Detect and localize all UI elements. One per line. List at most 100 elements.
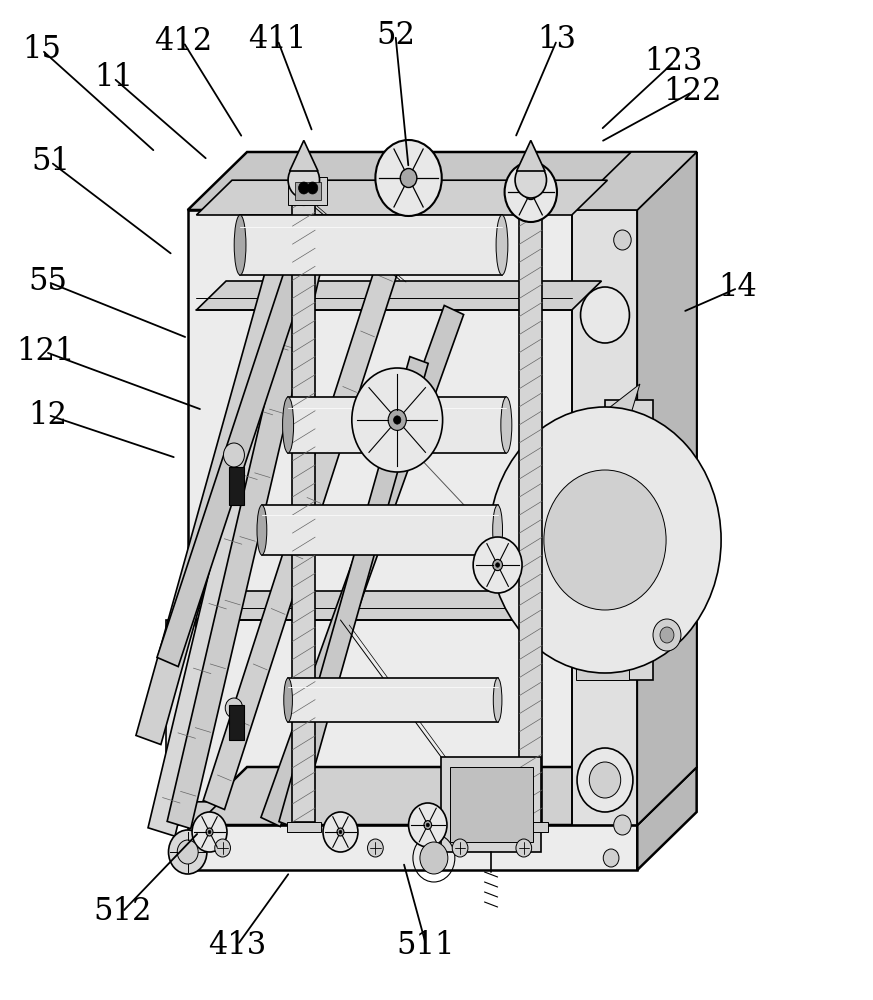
Polygon shape (637, 767, 697, 870)
Circle shape (603, 849, 619, 867)
Polygon shape (572, 210, 637, 825)
Bar (288, 177, 327, 205)
Circle shape (517, 174, 545, 206)
Circle shape (614, 815, 631, 835)
Polygon shape (572, 152, 697, 210)
Circle shape (496, 563, 499, 567)
Circle shape (581, 287, 629, 343)
Circle shape (337, 828, 344, 836)
Polygon shape (166, 620, 196, 825)
Circle shape (489, 407, 721, 673)
Polygon shape (288, 397, 506, 453)
Polygon shape (136, 187, 313, 745)
Ellipse shape (501, 397, 512, 453)
Polygon shape (203, 245, 403, 810)
Circle shape (168, 830, 207, 874)
Circle shape (492, 559, 503, 571)
Text: 121: 121 (16, 336, 75, 367)
Polygon shape (286, 822, 320, 832)
Polygon shape (261, 305, 464, 827)
Bar (229, 467, 244, 505)
Polygon shape (240, 215, 502, 275)
Text: 123: 123 (644, 46, 704, 78)
Ellipse shape (493, 678, 502, 722)
Circle shape (215, 839, 230, 857)
Circle shape (290, 174, 318, 206)
Circle shape (352, 368, 443, 472)
Circle shape (394, 416, 401, 424)
Circle shape (409, 803, 447, 847)
Circle shape (505, 162, 557, 222)
Circle shape (589, 762, 621, 798)
Bar (295, 182, 321, 200)
Polygon shape (290, 140, 318, 171)
Polygon shape (513, 822, 548, 832)
Circle shape (368, 839, 383, 857)
Polygon shape (196, 180, 608, 215)
Bar (450, 767, 533, 842)
Circle shape (339, 830, 342, 834)
Circle shape (473, 537, 522, 593)
Circle shape (208, 830, 211, 834)
Polygon shape (519, 190, 542, 822)
Circle shape (225, 698, 243, 718)
Text: 52: 52 (376, 19, 415, 50)
Bar (441, 757, 541, 852)
Circle shape (288, 162, 320, 198)
Circle shape (307, 182, 318, 194)
Circle shape (516, 839, 532, 857)
Circle shape (544, 470, 666, 610)
Polygon shape (188, 210, 637, 825)
Circle shape (388, 410, 406, 430)
Text: 122: 122 (663, 77, 722, 107)
Circle shape (420, 842, 448, 874)
Circle shape (577, 748, 633, 812)
Text: 55: 55 (29, 266, 67, 298)
Polygon shape (157, 265, 307, 667)
Polygon shape (262, 505, 498, 555)
Circle shape (177, 840, 198, 864)
Circle shape (323, 812, 358, 852)
Circle shape (223, 443, 244, 467)
Polygon shape (196, 591, 601, 620)
Text: 411: 411 (249, 24, 306, 55)
Polygon shape (637, 152, 697, 825)
Circle shape (452, 839, 468, 857)
Circle shape (524, 184, 537, 200)
Bar (229, 705, 244, 740)
Polygon shape (581, 384, 640, 442)
Ellipse shape (284, 678, 292, 722)
Polygon shape (517, 140, 545, 171)
Circle shape (424, 821, 431, 829)
Ellipse shape (234, 215, 246, 275)
Text: 512: 512 (93, 896, 152, 928)
Ellipse shape (496, 215, 508, 275)
Polygon shape (148, 181, 329, 836)
Polygon shape (157, 802, 220, 825)
Polygon shape (292, 190, 315, 822)
Polygon shape (605, 400, 653, 680)
Circle shape (192, 812, 227, 852)
Polygon shape (167, 184, 340, 829)
Text: 13: 13 (538, 24, 576, 55)
Circle shape (660, 627, 674, 643)
Ellipse shape (257, 505, 267, 555)
Text: 12: 12 (29, 399, 67, 430)
Polygon shape (637, 152, 697, 825)
Text: 412: 412 (155, 26, 212, 57)
Text: 15: 15 (23, 34, 61, 66)
Polygon shape (576, 620, 629, 680)
Text: 413: 413 (209, 930, 266, 960)
Polygon shape (188, 825, 637, 870)
Circle shape (299, 182, 309, 194)
Text: 51: 51 (31, 146, 70, 178)
Polygon shape (288, 678, 498, 722)
Ellipse shape (283, 397, 293, 453)
Polygon shape (196, 281, 601, 310)
Circle shape (400, 168, 417, 188)
Circle shape (515, 162, 546, 198)
Circle shape (614, 230, 631, 250)
Polygon shape (188, 152, 697, 210)
Circle shape (426, 823, 430, 827)
Text: 511: 511 (396, 930, 456, 960)
